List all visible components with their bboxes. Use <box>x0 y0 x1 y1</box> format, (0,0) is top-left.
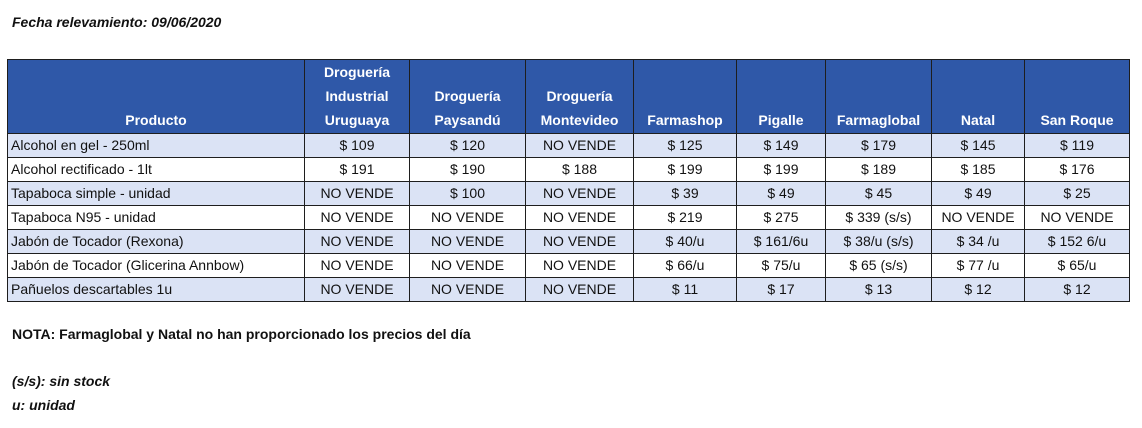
column-header-product: Producto <box>7 59 305 134</box>
price-cell: $ 199 <box>736 157 826 182</box>
price-cell: NO VENDE <box>931 205 1025 230</box>
table-row: Pañuelos descartables 1u NO VENDE NO VEN… <box>7 277 1130 302</box>
price-cell: $ 275 <box>736 205 826 230</box>
price-cell: NO VENDE <box>525 229 634 254</box>
price-cell: $ 49 <box>931 181 1025 206</box>
price-cell: NO VENDE <box>304 181 410 206</box>
price-cell: $ 66/u <box>633 253 737 278</box>
price-cell: $ 34 /u <box>931 229 1025 254</box>
price-cell: NO VENDE <box>525 277 634 302</box>
price-cell: $ 65 (s/s) <box>825 253 932 278</box>
product-cell: Tapaboca N95 - unidad <box>7 205 305 230</box>
price-cell: $ 152 6/u <box>1024 229 1130 254</box>
legend-sin-stock: (s/s): sin stock <box>12 373 111 389</box>
table-row: Alcohol en gel - 250ml $ 109 $ 120 NO VE… <box>7 133 1130 158</box>
price-cell: $ 45 <box>825 181 932 206</box>
price-cell: $ 17 <box>736 277 826 302</box>
price-cell: $ 49 <box>736 181 826 206</box>
price-cell: $ 75/u <box>736 253 826 278</box>
column-header-farmaglobal: Farmaglobal <box>825 59 932 134</box>
price-cell: NO VENDE <box>1024 205 1130 230</box>
price-cell: $ 65/u <box>1024 253 1130 278</box>
price-cell: $ 125 <box>633 133 737 158</box>
product-cell: Jabón de Tocador (Rexona) <box>7 229 305 254</box>
price-cell: $ 190 <box>409 157 526 182</box>
table-row: Jabón de Tocador (Glicerina Annbow) NO V… <box>7 253 1130 278</box>
product-cell: Tapaboca simple - unidad <box>7 181 305 206</box>
price-cell: NO VENDE <box>409 205 526 230</box>
price-cell: NO VENDE <box>409 229 526 254</box>
table-row: Jabón de Tocador (Rexona) NO VENDE NO VE… <box>7 229 1130 254</box>
price-cell: $ 12 <box>1024 277 1130 302</box>
column-header-farmashop: Farmashop <box>633 59 737 134</box>
table-row: Alcohol rectificado - 1lt $ 191 $ 190 $ … <box>7 157 1130 182</box>
price-cell: NO VENDE <box>409 253 526 278</box>
column-header-pigalle: Pigalle <box>736 59 826 134</box>
price-cell: $ 12 <box>931 277 1025 302</box>
product-cell: Alcohol en gel - 250ml <box>7 133 305 158</box>
table-row: Tapaboca simple - unidad NO VENDE $ 100 … <box>7 181 1130 206</box>
price-cell: NO VENDE <box>525 205 634 230</box>
legend-unidad: u: unidad <box>12 397 75 413</box>
price-cell: $ 40/u <box>633 229 737 254</box>
price-cell: $ 25 <box>1024 181 1130 206</box>
price-cell: $ 38/u (s/s) <box>825 229 932 254</box>
price-cell: $ 161/6u <box>736 229 826 254</box>
price-cell: NO VENDE <box>304 277 410 302</box>
table-row: Tapaboca N95 - unidad NO VENDE NO VENDE … <box>7 205 1130 230</box>
price-table: Producto Droguería Industrial Uruguaya D… <box>7 59 1130 302</box>
column-header-drogueria-paysandu: Droguería Paysandú <box>409 59 526 134</box>
product-cell: Alcohol rectificado - 1lt <box>7 157 305 182</box>
price-cell: $ 119 <box>1024 133 1130 158</box>
price-cell: $ 120 <box>409 133 526 158</box>
column-header-natal: Natal <box>931 59 1025 134</box>
price-cell: $ 219 <box>633 205 737 230</box>
price-cell: $ 191 <box>304 157 410 182</box>
price-cell: $ 188 <box>525 157 634 182</box>
price-cell: NO VENDE <box>304 253 410 278</box>
price-cell: $ 39 <box>633 181 737 206</box>
table-header-row: Producto Droguería Industrial Uruguaya D… <box>7 59 1130 134</box>
price-cell: $ 179 <box>825 133 932 158</box>
price-cell: $ 109 <box>304 133 410 158</box>
price-cell: NO VENDE <box>304 205 410 230</box>
availability-note: NOTA: Farmaglobal y Natal no han proporc… <box>12 326 471 342</box>
price-cell: $ 145 <box>931 133 1025 158</box>
product-cell: Pañuelos descartables 1u <box>7 277 305 302</box>
price-cell: NO VENDE <box>304 229 410 254</box>
column-header-san-roque: San Roque <box>1024 59 1130 134</box>
price-cell: $ 11 <box>633 277 737 302</box>
column-header-drogueria-industrial-uruguaya: Droguería Industrial Uruguaya <box>304 59 410 134</box>
price-cell: $ 176 <box>1024 157 1130 182</box>
price-cell: NO VENDE <box>525 181 634 206</box>
survey-date: Fecha relevamiento: 09/06/2020 <box>12 14 222 30</box>
price-cell: $ 339 (s/s) <box>825 205 932 230</box>
price-cell: NO VENDE <box>525 133 634 158</box>
price-cell: $ 13 <box>825 277 932 302</box>
price-cell: $ 189 <box>825 157 932 182</box>
price-cell: NO VENDE <box>409 277 526 302</box>
price-cell: $ 199 <box>633 157 737 182</box>
column-header-drogueria-montevideo: Droguería Montevideo <box>525 59 634 134</box>
price-cell: $ 149 <box>736 133 826 158</box>
price-cell: NO VENDE <box>525 253 634 278</box>
price-cell: $ 185 <box>931 157 1025 182</box>
price-cell: $ 100 <box>409 181 526 206</box>
product-cell: Jabón de Tocador (Glicerina Annbow) <box>7 253 305 278</box>
price-cell: $ 77 /u <box>931 253 1025 278</box>
